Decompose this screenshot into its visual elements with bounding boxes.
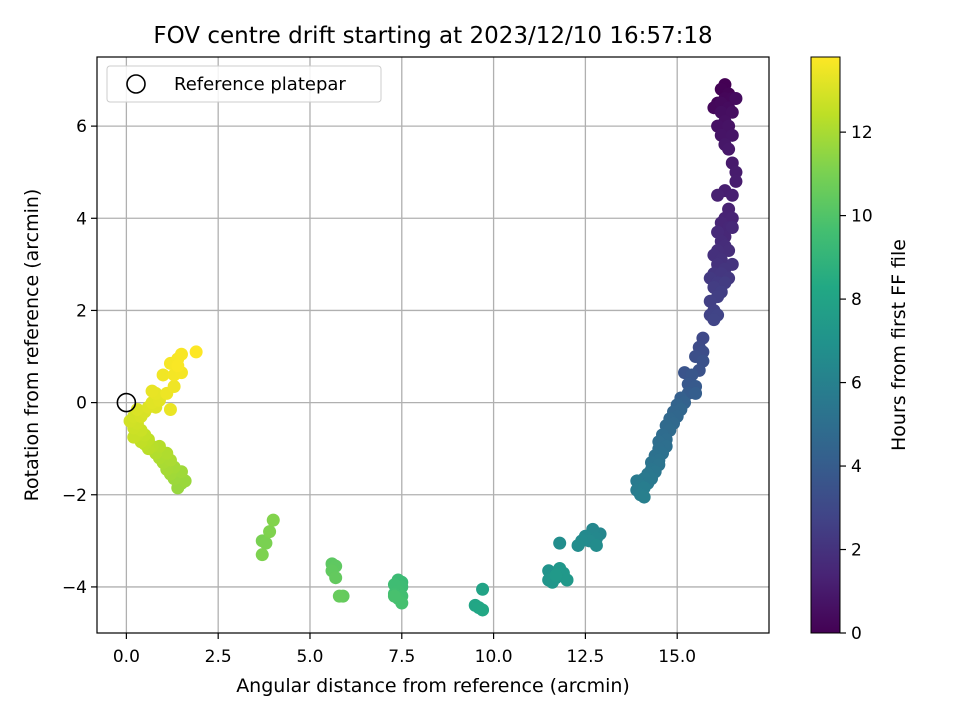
data-point	[476, 582, 490, 596]
data-point	[729, 165, 743, 179]
grid	[97, 57, 769, 633]
data-point	[332, 589, 346, 603]
x-tick-label: 7.5	[388, 647, 415, 667]
data-point	[725, 105, 739, 119]
colorbar-tick-label: 10	[851, 207, 873, 227]
data-point	[163, 403, 177, 417]
x-tick-label: 12.5	[566, 647, 604, 667]
data-point	[729, 91, 743, 105]
colorbar-tick-label: 12	[851, 123, 873, 143]
data-point	[722, 244, 736, 258]
colorbar-tick-label: 8	[851, 290, 862, 310]
data-point	[725, 128, 739, 142]
y-axis-label: Rotation from reference (arcmin)	[21, 189, 43, 502]
y-axis-ticks: −4 −2 0 2 4 6	[62, 117, 97, 598]
y-tick-label: 6	[76, 117, 87, 137]
chart-title: FOV centre drift starting at 2023/12/10 …	[153, 23, 712, 49]
data-point	[711, 188, 725, 202]
data-point	[553, 536, 567, 550]
x-axis-label: Angular distance from reference (arcmin)	[236, 675, 630, 697]
x-tick-label: 10.0	[475, 647, 513, 667]
legend: Reference platepar	[106, 65, 382, 103]
colorbar	[810, 56, 841, 634]
data-point	[707, 313, 721, 327]
data-point	[167, 379, 181, 393]
data-point	[689, 386, 703, 400]
x-tick-label: 0.0	[113, 647, 140, 667]
x-tick-label: 15.0	[658, 647, 696, 667]
data-points	[123, 78, 743, 617]
data-point	[722, 142, 736, 156]
colorbar-label: Hours from first FF file	[888, 239, 910, 451]
data-point	[329, 571, 343, 585]
data-point	[259, 536, 273, 550]
y-tick-label: 0	[76, 394, 87, 414]
data-point	[174, 347, 188, 361]
plot-frame	[96, 56, 770, 634]
data-point	[560, 573, 574, 587]
y-tick-label: 4	[76, 209, 87, 229]
x-tick-label: 5.0	[296, 647, 323, 667]
data-point	[266, 513, 280, 527]
data-point	[255, 548, 269, 562]
x-tick-label: 2.5	[205, 647, 232, 667]
data-point	[725, 188, 739, 202]
data-point	[549, 568, 563, 582]
y-tick-label: −2	[62, 486, 87, 506]
colorbar-tick-label: 4	[851, 457, 862, 477]
colorbar-ticks: 0 2 4 6 8 10 12	[840, 123, 873, 644]
data-point	[571, 538, 585, 552]
data-point	[476, 603, 490, 617]
data-point	[156, 368, 170, 382]
data-point	[263, 525, 277, 539]
colorbar-tick-label: 6	[851, 374, 862, 394]
data-point	[725, 220, 739, 234]
legend-box	[106, 65, 382, 103]
data-point	[637, 490, 651, 504]
colorbar-tick-label: 2	[851, 541, 862, 561]
legend-entry-label: Reference platepar	[174, 74, 346, 95]
data-point	[729, 174, 743, 188]
data-point	[589, 538, 603, 552]
y-tick-label: −4	[62, 578, 87, 598]
data-point	[171, 359, 185, 373]
colorbar-tick-label: 0	[851, 624, 862, 644]
data-point	[189, 345, 203, 359]
legend-marker-open-circle	[126, 74, 146, 94]
reference-platepar-marker	[116, 392, 137, 413]
data-point	[145, 384, 159, 398]
y-tick-label: 2	[76, 301, 87, 321]
x-axis-ticks: 0.0 2.5 5.0 7.5 10.0 12.5 15.0	[113, 633, 696, 667]
data-point	[387, 589, 401, 603]
